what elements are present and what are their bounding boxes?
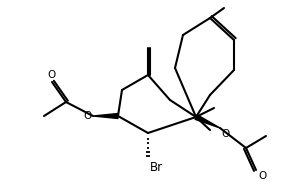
Text: O: O xyxy=(221,129,229,139)
Polygon shape xyxy=(195,115,220,128)
Text: O: O xyxy=(258,171,266,181)
Text: Br: Br xyxy=(150,161,163,174)
Text: O: O xyxy=(84,111,92,121)
Text: O: O xyxy=(48,70,56,80)
Polygon shape xyxy=(93,113,118,118)
